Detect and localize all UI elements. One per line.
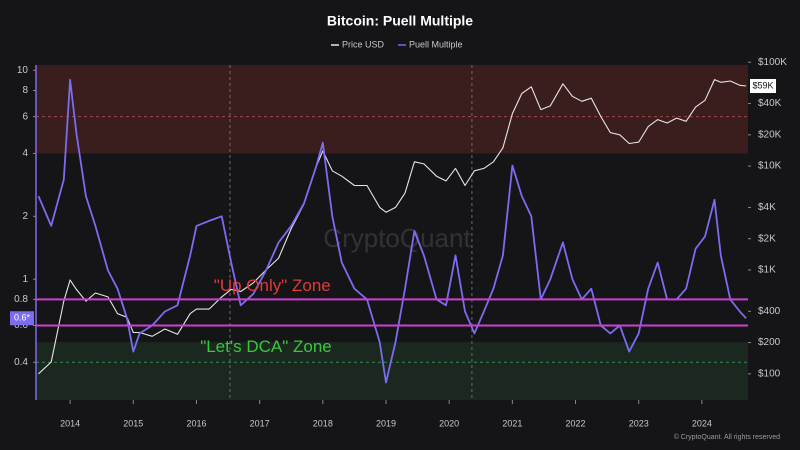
footer: © CryptoQuant. All rights reserved [674, 433, 780, 441]
y2-tick-label: $1K [758, 265, 776, 276]
y2-tick-label: $100K [758, 57, 787, 68]
x-tick-label: 2023 [629, 418, 649, 428]
series-line [38, 79, 747, 375]
y2-tick-label: $40K [758, 98, 782, 109]
zone [36, 65, 748, 154]
chart-title: Bitcoin: Puell Multiple [327, 13, 473, 29]
y-tick-label: 10 [17, 65, 29, 76]
y2-tick-label: $2K [758, 233, 776, 244]
y-tick-label: 6 [22, 111, 28, 122]
zone [36, 342, 748, 400]
y-tick-label: 0.4 [14, 357, 28, 368]
legend-label: Price USD [342, 39, 385, 49]
y2-tick-label: $4K [758, 202, 776, 213]
y2-tick-label: $400 [758, 306, 781, 317]
current-label: $59K [752, 80, 773, 90]
watermark: CryptoQuant [323, 223, 471, 253]
annotation: "Let's DCA" Zone [200, 337, 332, 356]
y-tick-label: 1 [22, 274, 28, 285]
current-label-box [750, 79, 776, 94]
y2-tick-label: $10K [758, 161, 782, 172]
x-tick-label: 2024 [692, 418, 712, 428]
x-tick-label: 2016 [186, 418, 206, 428]
y-tick-label: 2 [22, 211, 28, 222]
y2-tick-label: $200 [758, 337, 781, 348]
x-tick-label: 2015 [123, 418, 143, 428]
x-tick-label: 2018 [313, 418, 333, 428]
x-tick-label: 2022 [566, 418, 586, 428]
current-label-box [10, 311, 34, 326]
x-tick-label: 2020 [439, 418, 459, 428]
current-label: 0.6* [14, 313, 31, 323]
y2-tick-label: $20K [758, 129, 782, 140]
x-tick-label: 2021 [502, 418, 522, 428]
y-tick-label: 0.8 [14, 294, 28, 305]
x-tick-label: 2017 [250, 418, 270, 428]
y-tick-label: 4 [22, 148, 28, 159]
x-tick-label: 2014 [60, 418, 80, 428]
y-tick-label: 8 [22, 85, 28, 96]
legend-label: Puell Multiple [409, 39, 463, 49]
y2-tick-label: $100 [758, 368, 781, 379]
y-tick-label: 0.6 [14, 320, 28, 331]
x-tick-label: 2019 [376, 418, 396, 428]
annotation: "Up Only" Zone [214, 276, 331, 295]
